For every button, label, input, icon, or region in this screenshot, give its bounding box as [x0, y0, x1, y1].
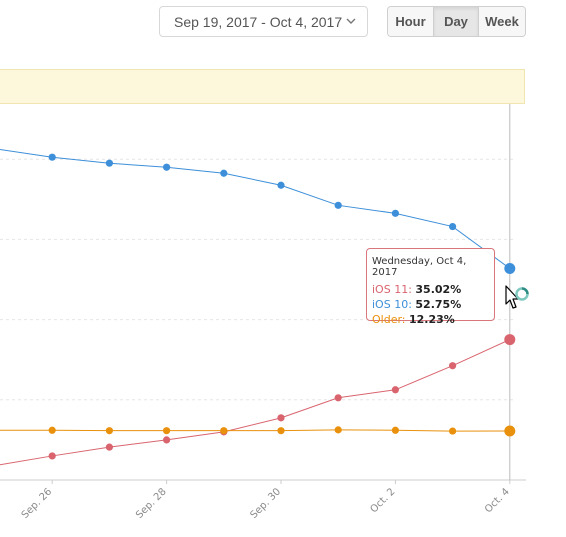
data-point	[277, 427, 285, 435]
data-point	[391, 386, 399, 394]
data-point	[391, 426, 399, 434]
data-point	[105, 159, 113, 167]
chart-tooltip: Wednesday, Oct 4, 2017 iOS 11: 35.02% iO…	[366, 248, 495, 326]
date-range-picker[interactable]: Sep 19, 2017 - Oct 4, 2017	[159, 6, 368, 37]
data-point	[163, 436, 171, 444]
date-range-label: Sep 19, 2017 - Oct 4, 2017	[174, 13, 343, 30]
granularity-toggle: Hour Day Week	[387, 6, 526, 37]
data-point	[220, 427, 228, 435]
series-line-ios-10	[0, 149, 511, 269]
tooltip-series-name: iOS 11	[372, 283, 409, 296]
tooltip-row-ios11: iOS 11: 35.02%	[372, 283, 462, 296]
tooltip-row-ios10: iOS 10: 52.75%	[372, 298, 462, 311]
series-line-ios-11	[0, 339, 511, 466]
data-point	[163, 163, 171, 171]
data-point	[334, 426, 342, 434]
x-tick-label: Oct. 4	[483, 486, 512, 515]
data-point-hovered	[504, 262, 516, 274]
x-tick-label: Sep. 26	[20, 486, 55, 521]
data-point	[449, 222, 457, 231]
data-point	[391, 209, 399, 217]
chevron-down-icon	[346, 18, 356, 24]
data-point	[334, 394, 342, 402]
tooltip-series-value: 12.23%	[409, 313, 455, 326]
hour-button[interactable]: Hour	[388, 7, 433, 36]
tooltip-series-value: 35.02%	[415, 283, 462, 296]
data-point	[105, 443, 113, 451]
data-point	[449, 427, 457, 435]
x-tick-label: Oct. 2	[369, 486, 398, 515]
data-point	[105, 427, 113, 435]
x-tick-label: Sep. 28	[134, 486, 169, 521]
data-point	[449, 362, 457, 370]
data-point	[163, 427, 171, 435]
data-point	[48, 452, 56, 460]
tooltip-row-older: Older: 12.23%	[372, 313, 455, 326]
data-point	[334, 201, 342, 209]
data-point	[48, 426, 56, 434]
x-tick-label: Sep. 30	[249, 486, 284, 521]
data-point	[277, 181, 285, 189]
data-point	[277, 414, 285, 422]
week-button[interactable]: Week	[478, 7, 525, 36]
tooltip-series-name: iOS 10	[372, 298, 409, 311]
tooltip-series-name: Older	[372, 313, 402, 326]
tooltip-series-value: 52.75%	[415, 298, 462, 311]
data-point-hovered	[504, 334, 516, 346]
tooltip-date: Wednesday, Oct 4, 2017	[372, 256, 467, 278]
data-point	[220, 169, 228, 177]
notice-banner	[0, 69, 525, 104]
data-point-hovered	[504, 425, 516, 437]
data-point	[48, 153, 56, 161]
mouse-cursor-busy-icon	[505, 285, 529, 309]
day-button[interactable]: Day	[433, 7, 478, 36]
series-line-older	[0, 429, 510, 432]
